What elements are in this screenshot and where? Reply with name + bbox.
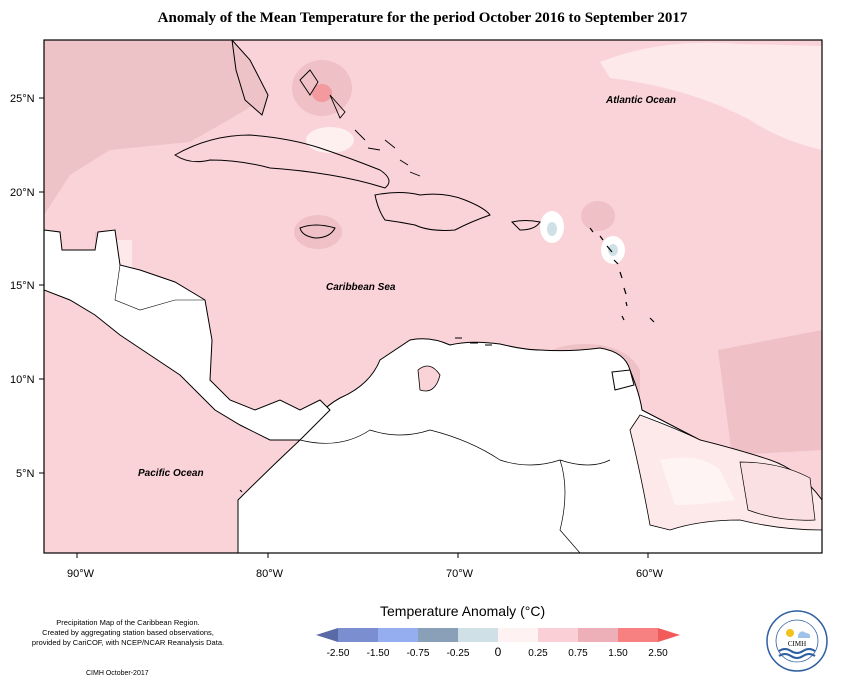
border-honduras	[114, 264, 205, 311]
legend-swatch	[498, 628, 538, 642]
legend-tick-label: 0	[495, 645, 502, 659]
bahamas-outline	[299, 69, 421, 177]
legend-tick-label: 1.50	[608, 648, 628, 659]
legend-swatch	[578, 628, 618, 642]
anomaly-guadeloupe-core	[608, 244, 618, 256]
color-legend: -2.50 -1.50 -0.75 -0.25 0 0.25 0.75 1.50 2.50	[316, 628, 680, 659]
wave-icon	[778, 653, 816, 659]
abc-islands-outline	[455, 337, 492, 346]
lon-tick-label: 60°W	[636, 568, 664, 580]
central-america-land	[44, 229, 331, 441]
lat-tick-label: 20°N	[10, 187, 35, 199]
legend-tick-label: 0.75	[568, 648, 588, 659]
legend-swatch	[338, 628, 378, 642]
lat-tick-label: 5°N	[16, 468, 35, 480]
map-frame	[43, 39, 823, 554]
anomaly-leewards	[581, 201, 615, 231]
wave-icon	[778, 648, 816, 654]
hispaniola-outline	[374, 192, 491, 231]
map-title: Anomaly of the Mean Temperature for the …	[157, 10, 688, 26]
anomaly-atlantic-warm	[718, 330, 822, 455]
lon-tick-label: 70°W	[446, 568, 474, 580]
border-colombia-venezuela	[299, 429, 611, 466]
lat-tick-label: 25°N	[10, 93, 35, 105]
credit-text: Precipitation Map of the Caribbean Regio…	[18, 618, 238, 648]
anomaly-puerto-rico-core	[547, 222, 557, 236]
credit-line: Created by aggregating station based obs…	[42, 628, 214, 637]
lon-tick-label: 90°W	[67, 568, 95, 580]
legend-tick-label: -1.50	[367, 648, 390, 659]
caribbean-sea-label: Caribbean Sea	[326, 282, 396, 293]
lesser-antilles-outline	[589, 227, 655, 323]
credit-line: Precipitation Map of the Caribbean Regio…	[56, 618, 200, 627]
legend-tick-label: -0.75	[407, 648, 430, 659]
trinidad-outline	[611, 369, 635, 391]
lon-tick-label: 80°W	[256, 568, 284, 580]
anomaly-jamaica	[294, 215, 342, 249]
cuba-outline	[174, 134, 390, 189]
anomaly-cuba-pale	[306, 127, 354, 153]
legend-arrow-right	[658, 628, 680, 642]
anomaly-bahamas-core	[312, 84, 332, 102]
guyana-pale	[660, 457, 735, 505]
legend-tick-label: 2.50	[648, 648, 668, 659]
legend-title: Temperature Anomaly (°C)	[380, 603, 546, 619]
map-body	[44, 40, 822, 553]
logo-inner-ring	[775, 619, 819, 663]
legend-arrow-left	[316, 628, 338, 642]
suriname-land	[739, 461, 816, 521]
legend-tick-label: -2.50	[327, 648, 350, 659]
puerto-rico-outline	[511, 220, 541, 231]
border-brazil	[559, 459, 581, 553]
sun-icon	[786, 629, 794, 637]
pacific-ocean-label: Pacific Ocean	[138, 468, 204, 479]
anomaly-atlantic-cool	[600, 42, 822, 150]
logo-text: CIMH	[788, 640, 806, 648]
legend-swatch	[538, 628, 578, 642]
tick-marks	[39, 97, 649, 558]
pacific-island	[239, 489, 243, 493]
lat-tick-label: 10°N	[10, 374, 35, 386]
legend-swatch	[458, 628, 498, 642]
anomaly-gulf-region	[44, 40, 262, 215]
jamaica-outline	[299, 224, 336, 239]
lat-tick-label: 15°N	[10, 280, 35, 292]
legend-swatch	[618, 628, 658, 642]
cimh-logo: CIMH	[766, 610, 828, 672]
legend-tick-label: 0.25	[528, 648, 548, 659]
lake-maracaibo	[417, 365, 441, 392]
florida-land	[231, 40, 269, 116]
legend-swatch	[418, 628, 458, 642]
atlantic-ocean-label: Atlantic Ocean	[605, 95, 676, 106]
legend-tick-label: -0.25	[447, 648, 470, 659]
version-text: CIMH October-2017	[86, 670, 149, 677]
legend-swatch	[378, 628, 418, 642]
credit-line: provided by CariCOF, with NCEP/NCAR Rean…	[31, 638, 225, 647]
cloud-icon	[798, 631, 811, 638]
